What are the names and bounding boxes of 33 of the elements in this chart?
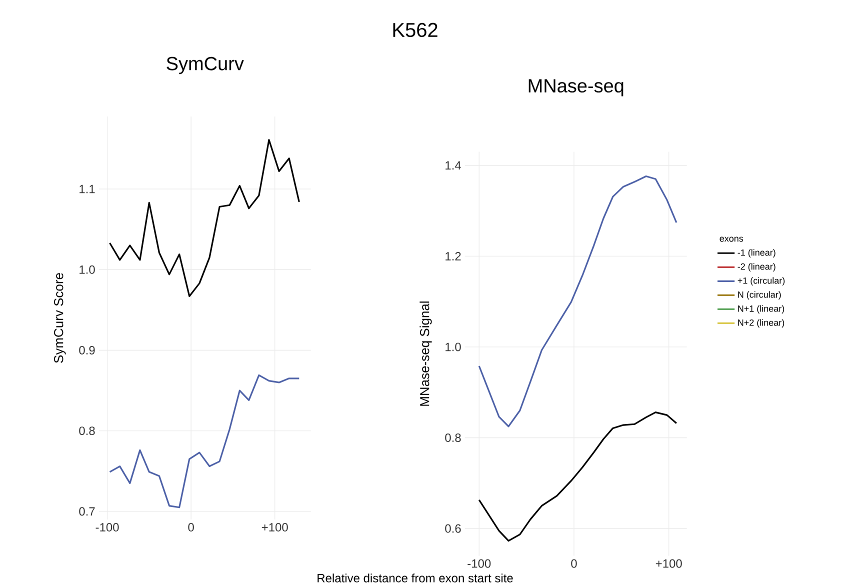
chart-title: MNase-seq bbox=[528, 79, 624, 96]
x-tick-label: -100 bbox=[468, 559, 491, 568]
legend-label: N (circular) bbox=[738, 291, 781, 300]
x-tick-label: 0 bbox=[188, 523, 194, 532]
legend-label: -1 (linear) bbox=[738, 249, 776, 258]
chart-title: SymCurv bbox=[166, 56, 244, 74]
y-tick-label: 0.9 bbox=[79, 346, 95, 354]
y-tick-label: 1.1 bbox=[80, 184, 95, 194]
x-tick-label: +100 bbox=[262, 523, 288, 532]
line-series bbox=[478, 412, 678, 542]
y-axis-title: MNase-seq Signal bbox=[420, 302, 432, 406]
y-tick-label: 0.8 bbox=[445, 433, 461, 442]
x-tick-label: -100 bbox=[96, 523, 119, 532]
legend-label: N+2 (linear) bbox=[738, 319, 784, 328]
y-axis-title: SymCurv Score bbox=[54, 273, 66, 363]
legend-title: exons bbox=[720, 236, 744, 242]
y-tick-label: 0.8 bbox=[79, 426, 95, 436]
legend-label: +1 (circular) bbox=[738, 277, 785, 286]
y-tick-label: 1.4 bbox=[446, 161, 461, 170]
y-tick-label: 1.0 bbox=[446, 342, 461, 352]
line-series bbox=[108, 139, 300, 298]
y-tick-label: 1.0 bbox=[80, 265, 95, 274]
x-tick-label: +100 bbox=[656, 559, 682, 568]
legend-label: -2 (linear) bbox=[738, 263, 776, 272]
legend-label: N+1 (linear) bbox=[738, 305, 784, 314]
y-tick-label: 0.7 bbox=[79, 507, 95, 516]
text: K562 bbox=[393, 22, 438, 38]
x-axis-title: Relative distance from exon start site bbox=[318, 574, 513, 582]
x-tick-label: 0 bbox=[571, 559, 577, 568]
line-series bbox=[478, 175, 678, 428]
y-tick-label: 0.6 bbox=[445, 524, 461, 533]
line-series bbox=[108, 374, 300, 508]
y-tick-label: 1.2 bbox=[446, 252, 461, 260]
